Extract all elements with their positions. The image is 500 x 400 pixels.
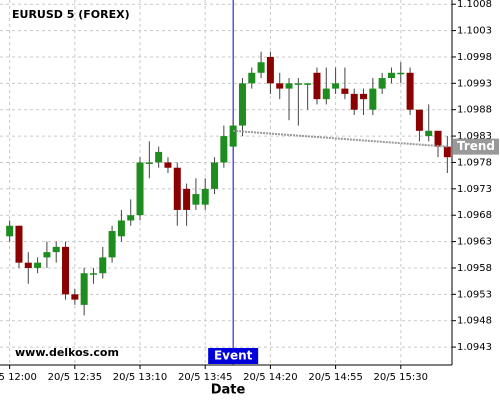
candle-body (443, 146, 451, 158)
candle-body (62, 246, 70, 295)
x-tick-label: 20/5 13:10 (113, 372, 167, 383)
candle-body (350, 93, 358, 110)
candle-body (145, 162, 153, 164)
trend-label: Trend (457, 139, 495, 153)
candle-body (99, 257, 107, 274)
event-label: Event (214, 349, 253, 363)
y-tick-label: 1.0993 (457, 78, 492, 89)
candle-body (127, 215, 135, 221)
candle-body (155, 151, 163, 163)
candle-body (248, 72, 256, 84)
candle-body (136, 162, 144, 216)
candle-body (360, 93, 368, 100)
candle-body (387, 72, 395, 79)
x-tick-label: 20/5 12:35 (48, 372, 102, 383)
candle-body (322, 88, 330, 100)
y-tick-label: 1.0943 (457, 342, 492, 353)
candle-body (24, 262, 32, 268)
candle-body (415, 109, 423, 131)
candle-body (173, 167, 181, 210)
candle-body (192, 194, 200, 205)
candle-body (378, 78, 386, 89)
candle-body (294, 83, 302, 85)
y-tick-label: 1.0958 (457, 263, 492, 274)
trend-label-box (453, 138, 499, 155)
candle-body (80, 273, 88, 305)
candle-body (229, 125, 237, 147)
candle-body (6, 225, 14, 237)
y-tick-label: 1.0953 (457, 289, 492, 300)
candle-body (238, 83, 246, 126)
y-tick-label: 1.0978 (457, 157, 492, 168)
candle-body (220, 136, 228, 163)
candle-body (304, 83, 312, 85)
y-tick-label: 1.1003 (457, 26, 492, 37)
y-tick-label: 1.0983 (457, 131, 492, 142)
candle-body (89, 273, 97, 275)
candle-body (397, 72, 405, 75)
chart-title: EURUSD 5 (FOREX) (12, 8, 130, 21)
event-label-box (208, 348, 259, 364)
candle-body (164, 162, 172, 168)
candle-body (201, 188, 209, 205)
y-tick-label: 1.1008 (457, 0, 492, 10)
candle-body (211, 162, 219, 189)
candle-body (183, 188, 191, 210)
x-tick-label: 20/5 12:00 (0, 372, 37, 383)
y-tick-label: 1.0968 (457, 210, 492, 221)
trend-line (233, 129, 448, 148)
candle-body (266, 56, 274, 84)
plot: 1.0943 1.0948 1.0953 1.0958 1.0963 1.0968 1.09… (0, 0, 499, 383)
candle-body (71, 294, 79, 300)
candle-body (117, 220, 125, 237)
candle-body (425, 130, 433, 137)
y-tick-label: 1.0948 (457, 316, 492, 327)
candle-body (285, 83, 293, 89)
candle-body (332, 83, 340, 89)
candle-body (341, 88, 349, 94)
candle-body (15, 225, 23, 263)
candle-body (276, 83, 284, 89)
y-tick-label: 1.0988 (457, 105, 492, 116)
candle-body (43, 252, 51, 258)
watermark: www.delkos.com (15, 346, 119, 359)
candle-body (108, 231, 116, 258)
x-axis-label: Date (211, 383, 246, 398)
candle-body (369, 88, 377, 110)
candle-body (34, 262, 42, 268)
candle-body (406, 72, 414, 110)
candle-body (257, 62, 265, 73)
y-tick-label: 1.0973 (457, 184, 492, 195)
x-tick-label: 20/5 13:45 (178, 372, 232, 383)
x-tick-label: 20/5 14:20 (243, 372, 297, 383)
y-tick-label: 1.0963 (457, 237, 492, 248)
y-tick-label: 1.0998 (457, 52, 492, 63)
x-tick-label: 20/5 15:30 (374, 372, 428, 383)
candle-body (434, 130, 442, 147)
x-tick-label: 20/5 14:55 (308, 372, 362, 383)
candle-body (313, 72, 321, 100)
candle-body (52, 246, 60, 253)
